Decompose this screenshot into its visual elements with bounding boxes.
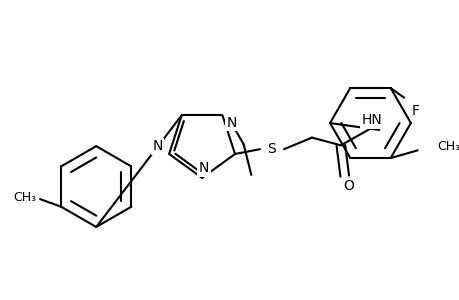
Text: CH₃: CH₃ [13,191,36,204]
Text: CH₃: CH₃ [436,140,459,153]
Text: N: N [226,116,237,130]
Text: HN: HN [360,113,381,127]
Text: N: N [152,139,162,153]
Text: O: O [342,179,353,193]
Text: F: F [411,104,419,118]
Text: S: S [267,142,275,156]
Text: N: N [198,161,209,175]
